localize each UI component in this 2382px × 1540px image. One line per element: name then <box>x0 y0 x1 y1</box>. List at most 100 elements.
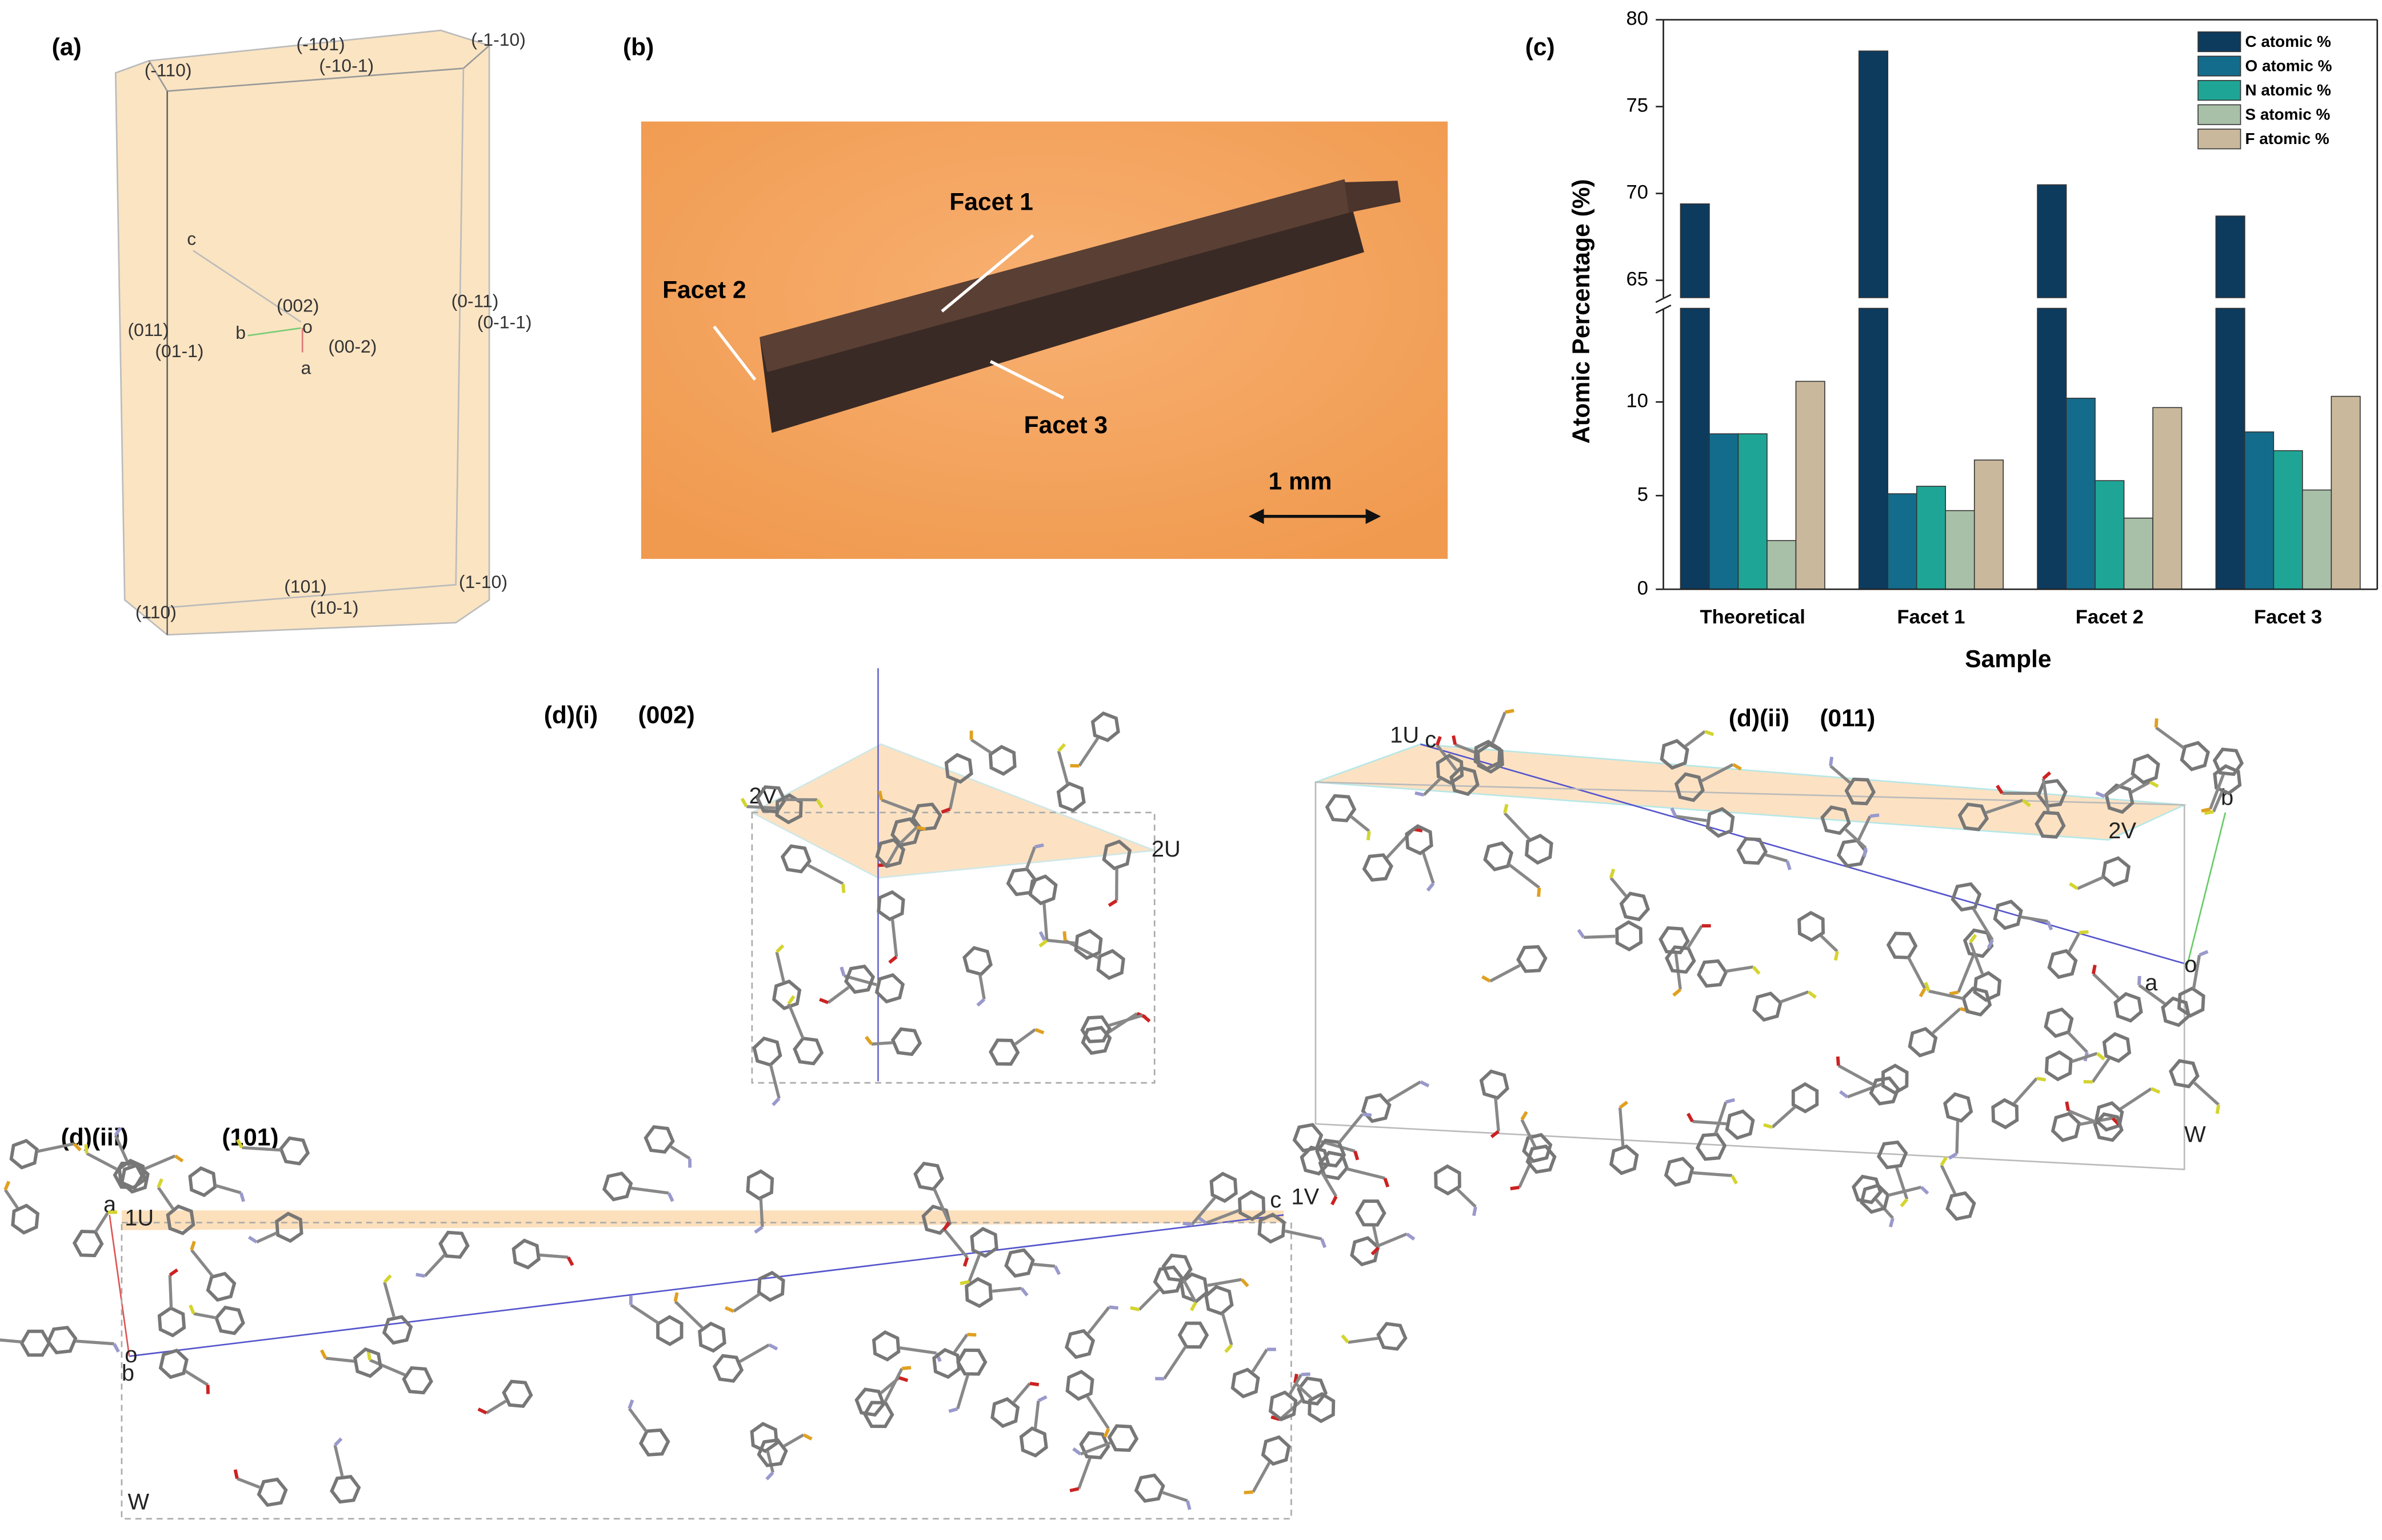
ring <box>2161 996 2191 1027</box>
axis <box>109 1215 130 1357</box>
bond <box>1618 1107 1625 1146</box>
bond <box>2069 882 2079 890</box>
ring <box>793 1037 824 1066</box>
ring <box>330 1475 361 1504</box>
y-tick-label: 75 <box>1626 95 1648 117</box>
y-tick-label: 70 <box>1626 182 1648 203</box>
bond <box>2068 1109 2097 1123</box>
ring <box>874 973 905 1004</box>
bond <box>1537 887 1541 897</box>
mark-label: 1V <box>1291 1185 1319 1210</box>
ring <box>1096 949 1125 980</box>
ring <box>644 1125 675 1154</box>
bond <box>962 1257 969 1267</box>
bond <box>1985 798 2024 814</box>
bond <box>1505 709 1514 714</box>
bond <box>2212 791 2224 813</box>
bond <box>1252 1462 1271 1493</box>
bond <box>1940 1164 1957 1195</box>
ring <box>944 753 973 784</box>
bond <box>189 1304 195 1314</box>
bond <box>1013 1382 1031 1403</box>
bar <box>1887 493 1917 590</box>
ring <box>1483 841 1514 871</box>
bond <box>784 1433 805 1447</box>
bond <box>1888 1185 1922 1197</box>
bond <box>1725 965 1754 973</box>
y-tick-label: 0 <box>1637 577 1648 599</box>
bar <box>1737 433 1768 590</box>
bar <box>2302 489 2332 590</box>
ring <box>2035 810 2066 839</box>
bond <box>1080 1441 1111 1456</box>
ring <box>1079 1431 1110 1459</box>
bond <box>1383 1177 1390 1187</box>
plane-label: (011) <box>1820 705 1875 732</box>
ring <box>1297 1376 1328 1406</box>
bond <box>1895 1167 1909 1200</box>
bond <box>776 944 785 953</box>
bond <box>1948 1152 1958 1160</box>
ring <box>382 1315 413 1345</box>
ring <box>962 946 993 977</box>
bond <box>1491 711 1507 743</box>
ring <box>257 1477 288 1507</box>
bond <box>670 1145 691 1160</box>
bond <box>1807 990 1817 999</box>
ring <box>2102 1032 2132 1063</box>
bond <box>75 1339 114 1346</box>
ring <box>9 1138 39 1170</box>
ring <box>188 1166 217 1198</box>
ring <box>656 1315 684 1346</box>
ring <box>2177 986 2205 1018</box>
ring <box>2131 753 2160 785</box>
ring <box>2113 991 2143 1023</box>
bond <box>807 863 844 885</box>
facet-label: (110) <box>135 602 177 622</box>
bond <box>236 1477 261 1489</box>
ring <box>279 1136 310 1166</box>
ring <box>854 1387 886 1417</box>
bond <box>2036 1077 2047 1082</box>
ring <box>1943 1092 1973 1123</box>
ring <box>1325 794 1357 823</box>
bond <box>1087 1306 1110 1334</box>
bond <box>1182 1279 1197 1303</box>
bar <box>2037 307 2067 590</box>
bond <box>1106 1012 1138 1034</box>
bond <box>1869 813 1880 818</box>
bond <box>2193 1081 2220 1106</box>
bond <box>941 807 951 814</box>
ring <box>119 1163 150 1194</box>
bond <box>1972 907 1994 941</box>
bond <box>1350 815 1370 833</box>
ring <box>712 1354 744 1383</box>
bond <box>1844 828 1867 849</box>
bond <box>888 955 898 964</box>
bond <box>1510 1185 1520 1191</box>
x-tick-label: Facet 3 <box>2254 606 2322 628</box>
bond <box>953 1333 969 1354</box>
bar <box>1680 203 1710 298</box>
ring <box>19 1329 51 1357</box>
bond <box>1182 1221 1192 1226</box>
ring <box>1230 1367 1260 1399</box>
bond <box>37 1142 75 1153</box>
ring <box>1361 1093 1392 1123</box>
bond <box>674 1300 704 1329</box>
bond <box>1684 730 1706 747</box>
ring <box>2094 1101 2124 1132</box>
bond <box>766 1450 775 1473</box>
bond <box>190 1249 214 1277</box>
bond <box>114 1134 131 1167</box>
bond <box>1764 853 1788 863</box>
bond <box>1481 975 1491 983</box>
bond <box>976 998 986 1007</box>
bar <box>1795 381 1825 590</box>
bond <box>1489 964 1521 983</box>
ring <box>1080 1015 1112 1043</box>
ring <box>2047 949 2078 979</box>
bar <box>2037 184 2067 298</box>
bond <box>1701 763 1734 782</box>
bond <box>1932 1007 1961 1034</box>
